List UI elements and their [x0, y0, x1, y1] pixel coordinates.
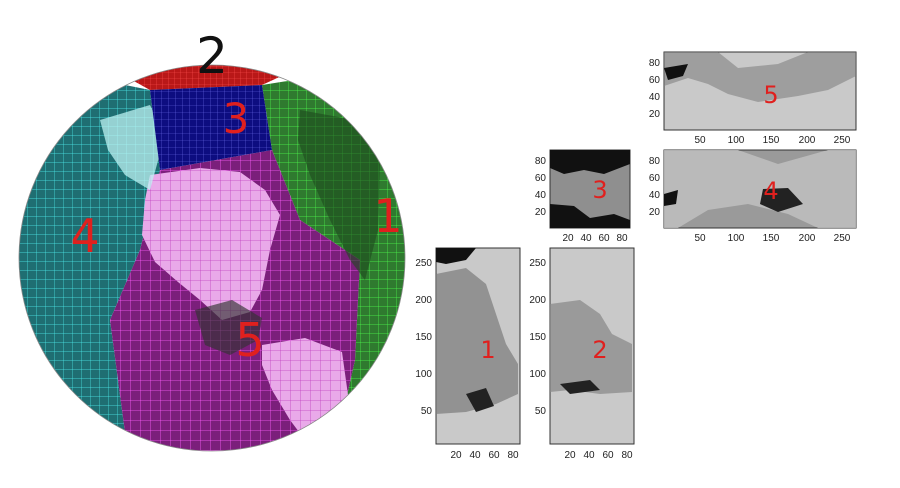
panel-4-dark-edge: [664, 190, 678, 206]
panel-5-xtick-100: 100: [728, 135, 745, 146]
panel-2-label: 2: [592, 336, 607, 364]
panel-5-xtick-150: 150: [763, 135, 780, 146]
gulf-of-mexico-dark: [195, 300, 262, 355]
panel-5-xtick-200: 200: [799, 135, 816, 146]
panel-5-ytick-40: 40: [649, 92, 661, 103]
panel-1-ytick-100: 100: [415, 369, 432, 380]
panel-1-ytick-250: 250: [415, 258, 432, 269]
panel-2-dark-region: [560, 380, 600, 394]
panel-1-ytick-200: 200: [415, 295, 432, 306]
panel-2-ytick-100: 100: [529, 369, 546, 380]
panel-4-light-region: [664, 150, 856, 228]
face-2-map-panel: 2 250 200 150 100 50 20 40 60 80: [520, 244, 640, 464]
panel-4-label: 4: [763, 177, 778, 205]
panel-3-xticks: 20 40 60 80: [562, 233, 628, 244]
panel-5-xticks: 50 100 150 200 250: [694, 135, 850, 146]
panel-3-ytick-20: 20: [535, 207, 547, 218]
panel-2-xticks: 20 40 60 80: [564, 450, 633, 461]
panel-4-ytick-60: 60: [649, 173, 661, 184]
panel-3-xtick-80: 80: [616, 233, 628, 244]
globe-label-1: 1: [373, 189, 402, 243]
panel-1-yticks: 250 200 150 100 50: [415, 258, 432, 417]
panel-4-xtick-200: 200: [799, 233, 816, 244]
panel-5-ytick-80: 80: [649, 58, 661, 69]
panel-2-ytick-250: 250: [529, 258, 546, 269]
panel-1-ocean: [436, 268, 518, 414]
panel-4-xtick-150: 150: [763, 233, 780, 244]
panel-2-xtick-40: 40: [583, 450, 595, 461]
panel-3-label: 3: [592, 176, 607, 204]
panel-2-ytick-150: 150: [529, 332, 546, 343]
globe-label-5: 5: [235, 313, 264, 367]
panel-2-xtick-60: 60: [602, 450, 614, 461]
panel-5-landmass: [664, 52, 856, 102]
panel-3-ytick-80: 80: [535, 156, 547, 167]
panel-4-ytick-20: 20: [649, 207, 661, 218]
face-3-map-panel: 3 80 60 40 20 20 40 60 80: [524, 144, 636, 248]
panel-1-dark-region: [436, 248, 476, 264]
panel-2-xtick-80: 80: [621, 450, 633, 461]
panel-1-xtick-60: 60: [488, 450, 500, 461]
panel-4-xtick-50: 50: [694, 233, 706, 244]
panel-4-yticks: 80 60 40 20: [649, 156, 661, 218]
panel-2-ocean: [550, 300, 632, 394]
panel-1-label: 1: [480, 336, 495, 364]
panel-1-xticks: 20 40 60 80: [450, 450, 519, 461]
panel-4-ytick-40: 40: [649, 190, 661, 201]
panel-3-xtick-20: 20: [562, 233, 574, 244]
globe-outline: [18, 64, 406, 452]
globe-label-4: 4: [70, 209, 99, 263]
face-5-map-panel: 5 80 60 40 20 50 100 150 200 250: [628, 46, 868, 150]
globe-label-3: 3: [223, 94, 250, 143]
panel-3-ytick-40: 40: [535, 190, 547, 201]
panel-3-land-bottom: [550, 204, 630, 228]
panel-1-xtick-20: 20: [450, 450, 462, 461]
globe-label-2: 2: [196, 27, 228, 85]
panel-5-dark-region: [664, 64, 688, 80]
panel-1-ytick-150: 150: [415, 332, 432, 343]
cubed-sphere-globe: 2 3 4 1 5: [18, 27, 406, 452]
panel-4-xticks: 50 100 150 200 250: [694, 233, 850, 244]
face-4-map-panel: 4 80 60 40 20 50 100 150 200 250: [628, 144, 868, 248]
panel-4-xtick-250: 250: [834, 233, 851, 244]
panel-1-ytick-50: 50: [421, 406, 433, 417]
panel-3-yticks: 80 60 40 20: [535, 156, 547, 218]
panel-4-xtick-100: 100: [728, 233, 745, 244]
panel-1-xtick-80: 80: [507, 450, 519, 461]
panel-5-label: 5: [763, 81, 778, 109]
greenland-landmass: [100, 105, 165, 190]
panel-5-xtick-50: 50: [694, 135, 706, 146]
panel-3-ytick-60: 60: [535, 173, 547, 184]
panel-2-xtick-20: 20: [564, 450, 576, 461]
panel-4-ytick-80: 80: [649, 156, 661, 167]
panel-3-land-top: [550, 150, 630, 174]
panel-2-ytick-200: 200: [529, 295, 546, 306]
panel-3-xtick-60: 60: [598, 233, 610, 244]
panel-2-ytick-50: 50: [535, 406, 547, 417]
panel-3-xtick-40: 40: [580, 233, 592, 244]
panel-5-xtick-250: 250: [834, 135, 851, 146]
panel-5-ytick-60: 60: [649, 75, 661, 86]
europe-africa-landmass: [298, 110, 380, 280]
panel-5-ytick-20: 20: [649, 109, 661, 120]
face-3-blue-region: [150, 85, 272, 170]
panel-1-dark-region-2: [466, 388, 494, 412]
panel-4-dark-region: [760, 188, 803, 212]
panel-5-yticks: 80 60 40 20: [649, 58, 661, 120]
north-america-landmass: [142, 168, 280, 320]
panel-2-yticks: 250 200 150 100 50: [529, 258, 546, 417]
face-1-map-panel: 1 250 200 150 100 50 20 40 60 80: [406, 244, 526, 464]
panel-1-xtick-40: 40: [469, 450, 481, 461]
